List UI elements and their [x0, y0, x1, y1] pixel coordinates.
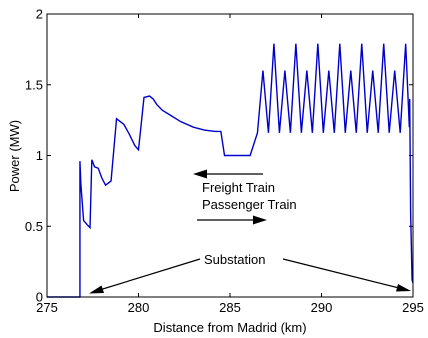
x-tick-label: 295: [402, 300, 424, 315]
x-tick-label: 285: [219, 300, 241, 315]
passenger-arrowhead: [253, 215, 267, 225]
annotation-layer: Freight Train Passenger Train Substation: [89, 169, 411, 294]
freight-train-label: Freight Train: [202, 180, 275, 195]
x-tick-label: 275: [36, 300, 58, 315]
substation-arrow-left: [92, 258, 201, 293]
power-series-line: [47, 43, 414, 298]
x-axis-label: Distance from Madrid (km): [153, 320, 306, 335]
substation-label: Substation: [204, 252, 265, 267]
y-tick-label: 1: [36, 148, 43, 163]
substation-arrowhead-right: [396, 284, 411, 292]
x-tick-label: 280: [128, 300, 150, 315]
substation-arrowhead-left: [89, 285, 104, 294]
substation-arrow-right: [282, 258, 408, 291]
plot-frame: [46, 13, 414, 298]
passenger-train-label: Passenger Train: [202, 197, 297, 212]
y-axis-label: Power (MW): [7, 120, 22, 192]
y-tick-label: 0: [36, 290, 43, 305]
y-tick-label: 0.5: [25, 219, 43, 234]
x-tick-label: 290: [311, 300, 333, 315]
y-tick-label: 2: [36, 7, 43, 22]
y-tick-label: 1.5: [25, 77, 43, 92]
freight-arrowhead: [193, 169, 207, 179]
